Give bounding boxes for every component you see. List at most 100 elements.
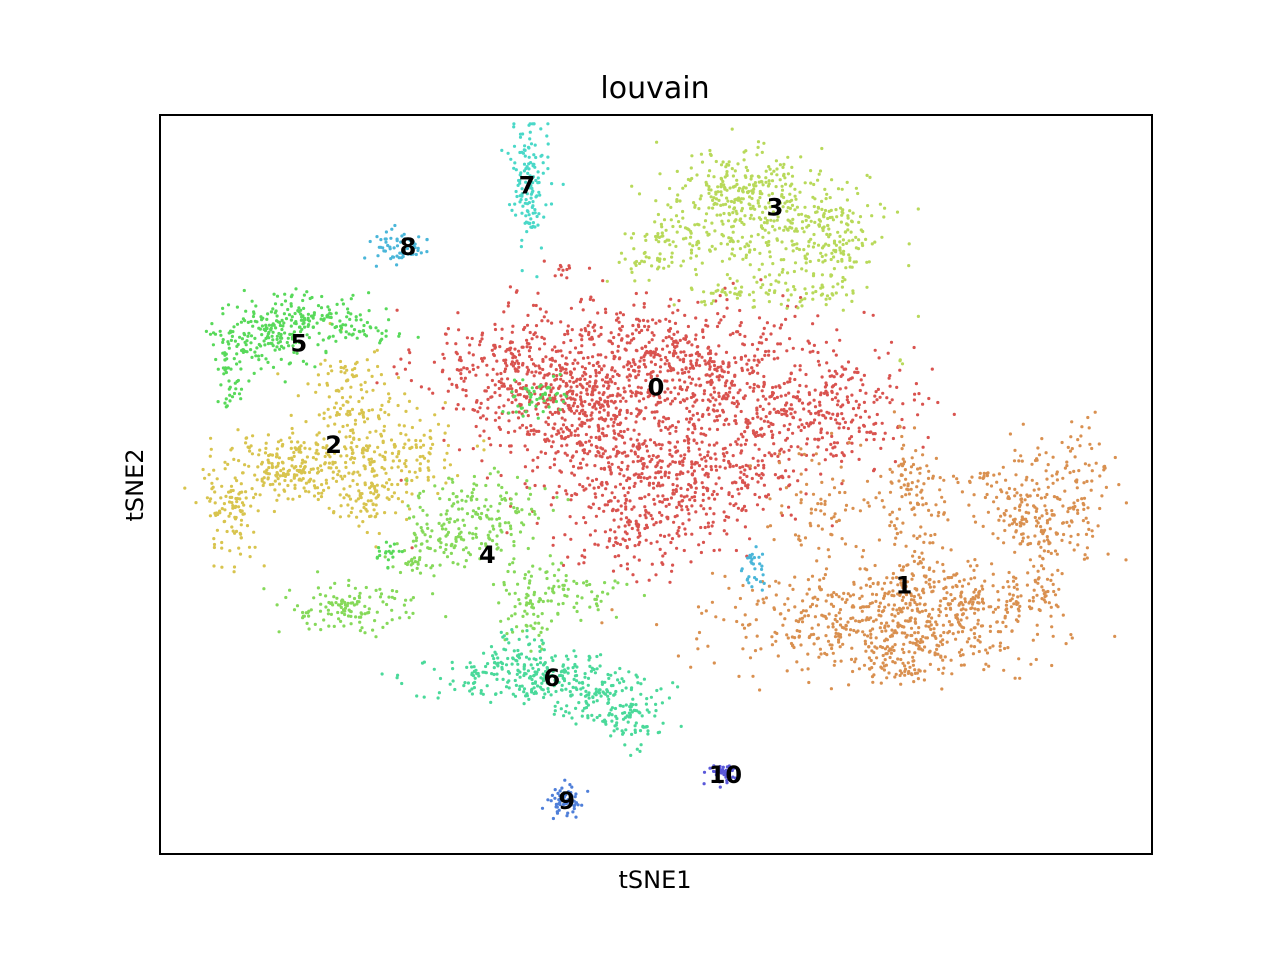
point-cluster-1-937 [1004,509,1008,513]
point-cluster-3-613 [631,232,636,236]
point-cluster-0-1927 [606,411,610,415]
point-cluster-1-692 [973,558,977,562]
point-cluster-0-711 [731,331,735,335]
point-cluster-1-577 [939,634,943,638]
point-cluster-0-2136 [683,453,687,457]
point-cluster-3-159 [730,225,734,229]
point-cluster-1-883 [906,563,910,567]
point-cluster-0-651 [641,318,646,322]
point-cluster-0-68 [568,350,572,354]
point-cluster-0-364 [674,425,678,430]
point-cluster-0-131 [498,393,502,397]
point-cluster-0-1241 [771,433,775,437]
point-cluster-1-368 [774,639,778,643]
point-cluster-1-801 [960,613,965,617]
point-cluster-1-176 [815,604,819,608]
point-cluster-0-1442 [610,491,614,495]
point-cluster-1-656 [923,645,927,649]
point-cluster-2-261 [333,451,337,455]
point-cluster-0-1513 [485,476,489,480]
point-cluster-0-2113 [784,469,788,473]
point-cluster-3-351 [742,158,746,162]
point-cluster-2-519 [415,475,419,479]
point-cluster-0-792 [721,410,726,414]
point-cluster-0-1320 [657,419,661,423]
point-cluster-3-157 [793,187,797,191]
point-cluster-1-701 [930,616,934,620]
point-cluster-2-340 [357,437,361,442]
point-cluster-3-323 [766,184,771,188]
point-cluster-1-1139 [1091,534,1095,538]
point-cluster-0-181 [502,382,506,386]
point-cluster-3-45 [793,229,797,233]
point-cluster-2-412 [239,482,243,486]
point-cluster-0-2154 [755,503,760,507]
point-cluster-3-590 [637,192,642,196]
point-cluster-0-1752 [676,529,680,533]
point-cluster-1-1166 [1002,541,1006,545]
point-cluster-0-985 [701,330,705,334]
point-cluster-0-1640 [650,517,655,521]
point-cluster-1-697 [1026,571,1030,575]
point-cluster-0-1892 [578,377,583,381]
point-cluster-0-560 [680,368,684,372]
point-cluster-1-558 [819,588,823,592]
point-cluster-3-374 [783,201,787,205]
point-cluster-2-234 [316,443,320,447]
point-cluster-3-85 [775,218,779,222]
point-cluster-1-1033 [1035,482,1039,486]
point-cluster-0-1799 [673,460,678,464]
point-cluster-1-1115 [1065,464,1069,468]
point-cluster-0-1796 [661,554,665,558]
point-cluster-1-670 [950,598,955,603]
point-cluster-1-451 [868,629,872,633]
point-cluster-2-489 [368,462,372,467]
point-cluster-1-282 [712,661,716,665]
point-cluster-2-258 [279,438,283,442]
point-cluster-1-122 [837,640,841,644]
point-cluster-0-135 [538,347,542,351]
point-cluster-0-1205 [722,454,727,458]
point-cluster-0-326 [506,377,510,381]
point-cluster-0-1412 [668,448,672,452]
point-cluster-2-274 [266,433,270,437]
point-cluster-3-197 [811,245,816,249]
point-cluster-0-288 [468,370,472,374]
point-cluster-1-1022 [1046,549,1050,554]
point-cluster-1-1149 [1021,532,1025,536]
point-cluster-3-289 [709,188,713,192]
point-cluster-0-2156 [659,475,664,479]
point-cluster-0-1450 [678,400,683,404]
point-cluster-3-57 [731,211,735,215]
point-cluster-0-278 [482,429,486,433]
point-cluster-0-2208 [613,530,617,534]
point-cluster-0-1790 [627,486,632,490]
point-cluster-3-695 [738,293,742,297]
point-cluster-1-1198 [1020,500,1024,504]
point-cluster-0-1036 [776,356,780,360]
point-cluster-0-1765 [750,476,754,481]
point-cluster-2-617 [375,512,379,516]
point-cluster-3-448 [782,258,786,262]
point-cluster-3-324 [706,174,711,178]
point-cluster-0-1693 [641,462,645,466]
point-cluster-0-1926 [601,392,605,397]
point-cluster-2-483 [407,438,411,442]
point-cluster-1-1215 [938,488,942,492]
point-cluster-1-881 [969,597,973,601]
point-cluster-2-181 [247,464,251,468]
point-cluster-1-708 [944,607,948,611]
point-cluster-1-916 [1043,600,1047,604]
point-cluster-0-1349 [628,499,632,503]
point-cluster-0-1509 [509,450,513,454]
point-cluster-2-13 [387,413,391,417]
point-cluster-3-26 [722,183,726,187]
point-cluster-2-673 [255,478,259,482]
point-cluster-1-794 [937,644,941,648]
point-cluster-2-17 [338,407,343,411]
point-cluster-3-308 [708,169,712,173]
point-cluster-1-1044 [1014,529,1018,533]
point-cluster-0-1390 [573,433,577,437]
point-cluster-3-378 [737,186,742,190]
point-cluster-0-1293 [809,422,813,426]
